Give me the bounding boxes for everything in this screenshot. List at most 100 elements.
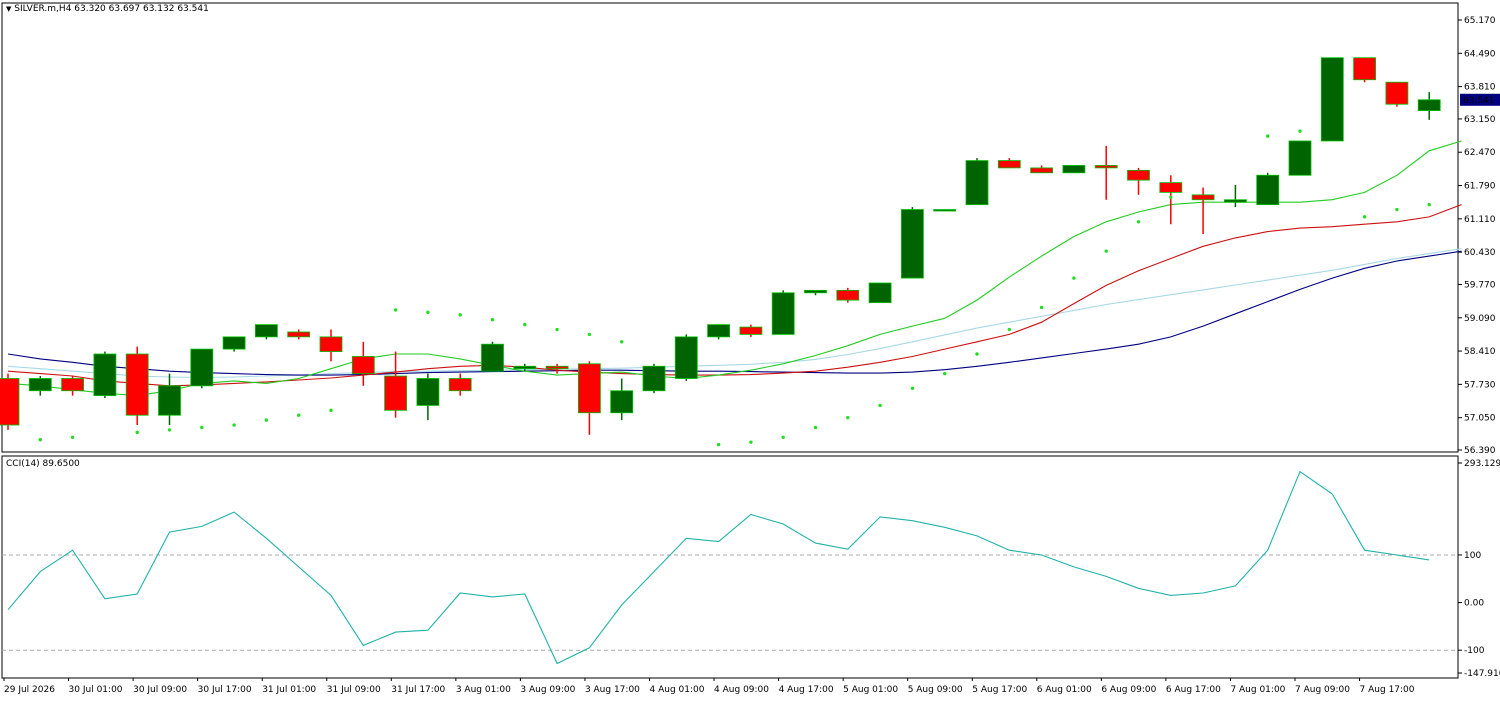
cci-axis-label: 100 xyxy=(1464,551,1481,561)
dropdown-triangle-icon[interactable]: ▼ xyxy=(6,5,12,13)
sar-dot xyxy=(1007,327,1011,332)
time-axis-label: 7 Aug 17:00 xyxy=(1360,685,1415,695)
price-axis-label: 63.810 xyxy=(1464,83,1496,93)
cci-axis-label: 293.1292 xyxy=(1464,459,1500,469)
sar-dot xyxy=(523,322,527,327)
candle-body[interactable] xyxy=(222,336,246,350)
time-axis-label: 31 Jul 17:00 xyxy=(391,685,445,695)
candle-body[interactable] xyxy=(933,209,957,212)
sar-dot xyxy=(878,403,882,408)
moving-average-mid-line xyxy=(7,204,1462,387)
sar-dot xyxy=(167,428,172,432)
indicator-panel-frame xyxy=(1,455,1459,679)
candle-body[interactable] xyxy=(836,289,860,301)
candle-body[interactable] xyxy=(868,282,892,303)
sar-dot xyxy=(1136,220,1141,224)
candle-body[interactable] xyxy=(901,209,924,279)
sar-dot xyxy=(1266,134,1270,138)
candle-body[interactable] xyxy=(804,289,827,294)
candle-body[interactable] xyxy=(319,336,343,352)
candle-body[interactable] xyxy=(642,365,666,392)
sar-dot xyxy=(1362,215,1367,219)
price-axis-label: 65.170 xyxy=(1464,16,1496,26)
cci-line xyxy=(7,470,1430,665)
candle-body[interactable] xyxy=(351,356,375,374)
sar-dot xyxy=(781,435,785,439)
time-axis-label: 30 Jul 01:00 xyxy=(69,685,123,695)
candle-body[interactable] xyxy=(287,331,311,338)
moving-average-fast-line xyxy=(7,140,1462,397)
candle-body[interactable] xyxy=(384,375,408,411)
time-axis-label: 6 Aug 09:00 xyxy=(1101,685,1156,695)
candle-body[interactable] xyxy=(1094,165,1118,169)
candle-body[interactable] xyxy=(61,378,84,392)
sar-dot xyxy=(70,435,75,439)
candle-body[interactable] xyxy=(1191,194,1215,201)
candle-body[interactable] xyxy=(610,390,634,414)
time-axis-label: 3 Aug 17:00 xyxy=(585,685,640,695)
candle-body[interactable] xyxy=(674,336,698,379)
cci-indicator-label: CCI(14) 89.6500 xyxy=(6,459,80,469)
time-axis-label: 4 Aug 09:00 xyxy=(714,685,769,695)
current-price-label: 63.541 xyxy=(1463,96,1495,106)
candle-body[interactable] xyxy=(158,385,181,416)
sar-dot xyxy=(135,430,139,435)
candle-body[interactable] xyxy=(1030,167,1053,174)
candle-body[interactable] xyxy=(416,378,440,406)
candle-body[interactable] xyxy=(1288,140,1312,176)
sar-dot xyxy=(200,425,204,430)
candle-body[interactable] xyxy=(578,363,601,414)
candle-body[interactable] xyxy=(545,365,569,370)
price-axis-label: 62.470 xyxy=(1464,148,1496,158)
price-axis-label: 57.050 xyxy=(1464,414,1496,424)
candle-body[interactable] xyxy=(254,324,278,338)
sar-dot xyxy=(587,332,592,337)
sar-dot xyxy=(38,438,42,442)
candle-body[interactable] xyxy=(125,353,149,416)
candle-body[interactable] xyxy=(1159,182,1183,193)
candle-body[interactable] xyxy=(1353,57,1376,81)
moving-average-light-line xyxy=(7,248,1462,379)
time-axis-label: 6 Aug 01:00 xyxy=(1037,685,1092,695)
sar-dot xyxy=(490,318,495,322)
sar-dot xyxy=(1427,202,1431,207)
price-axis-label: 59.090 xyxy=(1464,314,1496,324)
candle-body[interactable] xyxy=(93,353,117,397)
candle-body[interactable] xyxy=(513,365,537,370)
time-axis-label: 29 Jul 2026 xyxy=(4,685,55,695)
time-axis-label: 3 Aug 09:00 xyxy=(520,685,575,695)
candle-body[interactable] xyxy=(997,160,1021,169)
candle-body[interactable] xyxy=(965,160,989,206)
sar-dot xyxy=(1169,195,1173,199)
candle-body[interactable] xyxy=(1224,199,1247,203)
candle-body[interactable] xyxy=(1417,99,1441,112)
candle-body[interactable] xyxy=(28,378,52,392)
candle-body[interactable] xyxy=(771,292,795,335)
sar-dot xyxy=(813,425,818,430)
candle-body[interactable] xyxy=(1385,81,1409,105)
candle-body[interactable] xyxy=(739,326,763,335)
current-price-tag xyxy=(1460,93,1500,106)
candle-body[interactable] xyxy=(1127,169,1150,181)
price-panel-frame xyxy=(1,2,1459,453)
candle-body[interactable] xyxy=(707,324,730,338)
symbol-header: ▼ SILVER.m,H4 63.320 63.697 63.132 63.54… xyxy=(6,4,209,14)
time-axis-label: 7 Aug 09:00 xyxy=(1295,685,1350,695)
time-axis-label: 31 Jul 01:00 xyxy=(262,685,316,695)
price-axis-label: 61.110 xyxy=(1464,215,1496,225)
time-axis-label: 30 Jul 17:00 xyxy=(198,685,252,695)
candle-body[interactable] xyxy=(1320,57,1344,142)
time-axis-label: 31 Jul 09:00 xyxy=(327,685,381,695)
candle-body[interactable] xyxy=(1062,165,1086,174)
candle-body[interactable] xyxy=(190,348,214,387)
candle-body[interactable] xyxy=(1256,174,1280,206)
time-axis-label: 4 Aug 01:00 xyxy=(650,685,705,695)
candle-body[interactable] xyxy=(448,378,472,392)
candle-body[interactable] xyxy=(481,343,504,372)
candle-body[interactable] xyxy=(0,378,20,426)
price-axis-label: 59.770 xyxy=(1464,280,1496,290)
sar-dot xyxy=(716,442,721,447)
price-axis-label: 63.150 xyxy=(1464,115,1496,125)
